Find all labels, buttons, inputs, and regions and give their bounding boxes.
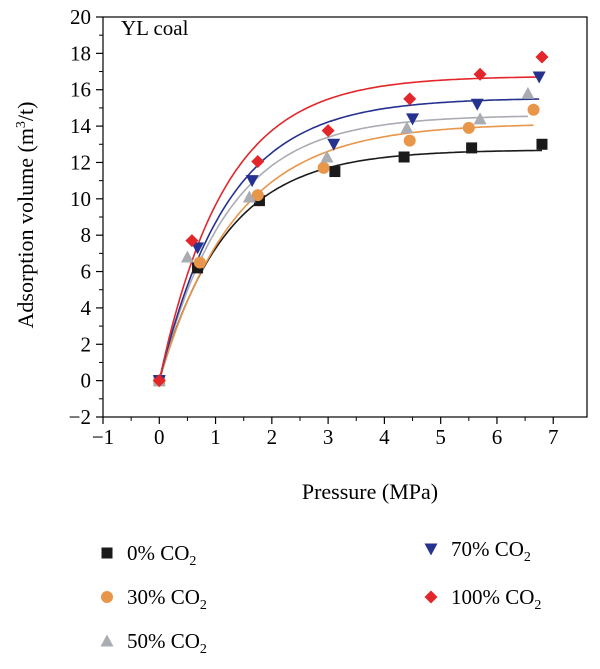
chart-annotation: YL coal: [121, 16, 189, 40]
data-point-series-3: [180, 250, 194, 263]
legend-marker-series-4: [424, 543, 438, 556]
x-tick-label: 7: [548, 425, 559, 449]
legend-label-main: 30% CO: [127, 585, 200, 609]
legend-label-subscript: 2: [200, 642, 207, 657]
data-point-series-3: [473, 112, 487, 125]
legend-label-subscript: 2: [534, 598, 541, 613]
y-tick-label: 2: [81, 332, 92, 356]
y-tick-label: 0: [81, 369, 92, 393]
y-axis-title-superscript: 3: [14, 121, 29, 128]
y-tick-label: 20: [70, 5, 91, 29]
fit-curve-series-4: [158, 98, 540, 381]
y-tick-label: −2: [69, 405, 91, 429]
data-point-series-2: [317, 161, 330, 174]
legend-marker-series-3: [100, 634, 114, 647]
y-tick-label: 12: [70, 150, 91, 174]
legend-marker-series-5: [424, 590, 438, 604]
y-tick-label: 6: [81, 260, 92, 284]
fit-curve-series-3: [158, 115, 528, 381]
fit-curve-series-1: [158, 149, 543, 381]
legend-label-main: 0% CO: [127, 541, 189, 565]
y-tick-label: 18: [70, 41, 91, 65]
data-point-series-3: [320, 150, 334, 163]
legend-label-main: 70% CO: [451, 537, 524, 561]
data-point-series-2: [193, 256, 206, 269]
y-tick-label: 4: [81, 296, 92, 320]
data-point-series-2: [462, 121, 475, 134]
legend-label-subscript: 2: [524, 550, 531, 565]
x-tick-label: 1: [210, 425, 221, 449]
x-tick-label: 5: [435, 425, 446, 449]
legend-marker-series-2: [101, 591, 113, 603]
data-point-series-4: [191, 242, 205, 255]
legend-label-subscript: 2: [189, 554, 196, 569]
x-tick-label: 0: [154, 425, 165, 449]
legend-label-subscript: 2: [200, 598, 207, 613]
x-tick-label: 4: [379, 425, 390, 449]
data-point-series-5: [535, 50, 549, 64]
y-axis-title-main: Adsorption volume (m: [13, 128, 38, 328]
data-point-series-2: [403, 134, 416, 147]
x-axis-title: Pressure (MPa): [302, 479, 438, 504]
x-tick-label: 6: [492, 425, 503, 449]
data-point-series-1: [536, 138, 548, 150]
data-point-series-4: [470, 98, 484, 111]
data-point-series-5: [251, 155, 265, 169]
legend-label-main: 100% CO: [451, 585, 534, 609]
legend-marker-series-1: [101, 547, 113, 559]
y-tick-label: 16: [70, 78, 91, 102]
y-axis-title-unit: /t): [13, 102, 38, 122]
data-point-series-4: [406, 113, 420, 126]
data-point-series-1: [398, 151, 410, 163]
data-point-series-1: [329, 166, 341, 178]
legend-label-series-4: 70% CO2: [451, 537, 531, 565]
data-point-series-2: [251, 189, 264, 202]
data-markers: [152, 50, 549, 388]
y-axis-title: Adsorption volume (m3/t): [13, 102, 38, 329]
legend-label-series-2: 30% CO2: [127, 585, 207, 613]
legend-label-series-3: 50% CO2: [127, 629, 207, 657]
legend-label-main: 50% CO: [127, 629, 200, 653]
data-point-series-2: [527, 103, 540, 116]
data-point-series-3: [400, 121, 414, 134]
data-point-series-3: [521, 86, 535, 99]
data-point-series-5: [152, 374, 166, 388]
data-point-series-5: [321, 124, 335, 138]
data-point-series-4: [327, 138, 341, 151]
y-tick-label: 8: [81, 223, 92, 247]
data-point-series-5: [185, 234, 199, 248]
y-tick-label: 10: [70, 187, 91, 211]
legend-label-series-1: 0% CO2: [127, 541, 196, 569]
data-point-series-3: [242, 190, 256, 203]
data-point-series-5: [403, 92, 417, 106]
data-point-series-5: [473, 67, 487, 81]
x-tick-label: 3: [323, 425, 334, 449]
x-tick-label: −1: [92, 425, 114, 449]
data-point-series-1: [466, 142, 478, 154]
data-point-series-4: [245, 175, 259, 188]
data-point-series-4: [532, 71, 546, 84]
y-tick-label: 14: [70, 114, 92, 138]
legend-label-series-5: 100% CO2: [451, 585, 541, 613]
x-tick-label: 2: [267, 425, 278, 449]
